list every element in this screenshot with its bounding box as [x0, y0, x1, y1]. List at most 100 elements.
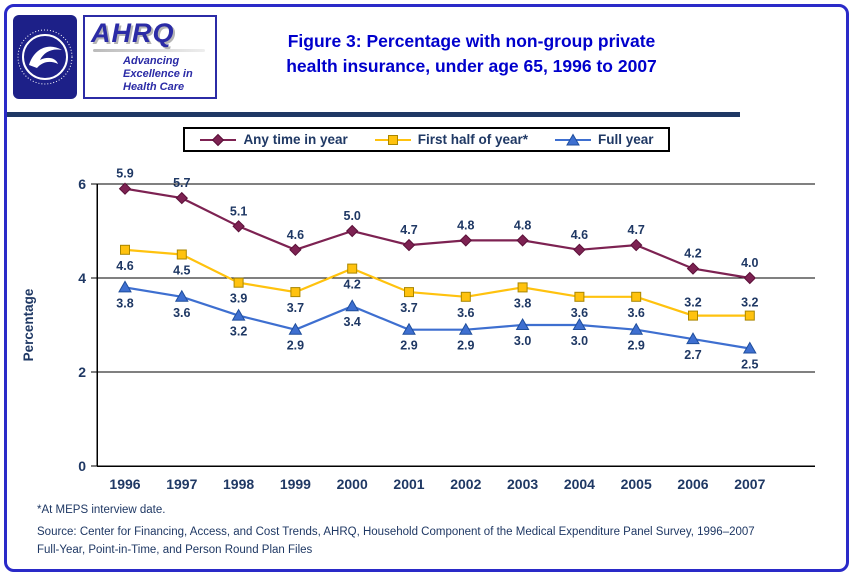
figure-title-line2: health insurance, under age 65, 1996 to …	[286, 55, 657, 76]
data-label: 2.9	[627, 339, 644, 353]
marker	[174, 289, 189, 302]
data-label: 4.0	[741, 256, 758, 270]
data-label: 3.2	[741, 296, 758, 310]
ahrq-tagline: Advancing Excellence in Health Care	[91, 55, 211, 94]
x-tick-label: 2006	[677, 476, 708, 492]
data-label: 2.7	[684, 348, 701, 362]
triangle-marker-icon	[555, 132, 592, 145]
ahrq-tagline-line: Health Care	[123, 80, 185, 93]
x-tick-label: 1996	[109, 476, 140, 492]
series-line-2	[124, 286, 750, 350]
marker	[460, 291, 471, 302]
footnotes: *At MEPS interview date. Source: Center …	[7, 494, 846, 559]
marker	[572, 243, 586, 257]
data-label: 3.7	[286, 301, 303, 315]
data-label: 2.9	[400, 339, 417, 353]
footnote-asterisk: *At MEPS interview date.	[37, 504, 166, 516]
source-line-2: Full-Year, Point-in-Time, and Person Rou…	[37, 543, 313, 556]
marker	[403, 287, 414, 298]
marker	[743, 271, 756, 285]
marker	[628, 322, 643, 335]
data-label: 2.9	[457, 339, 474, 353]
legend-item-any-time-in-year: Any time in year	[199, 132, 348, 147]
diamond-marker-icon	[200, 133, 237, 146]
data-label: 2.5	[741, 358, 758, 372]
data-label: 4.6	[116, 259, 133, 273]
header-divider	[7, 112, 740, 117]
y-tick-label: 2	[78, 364, 86, 380]
legend-label: First half of year*	[417, 132, 529, 147]
data-label: 4.6	[570, 228, 587, 242]
marker	[685, 332, 700, 345]
ahrq-logo: AHRQ Advancing Excellence in Health Care	[83, 15, 217, 99]
marker	[118, 182, 131, 195]
x-tick-label: 2002	[450, 476, 481, 492]
marker	[459, 234, 472, 247]
marker	[289, 287, 300, 298]
legend-label: Any time in year	[243, 132, 348, 147]
y-tick-label: 6	[78, 176, 86, 192]
y-tick-label: 4	[78, 270, 86, 286]
data-label: 3.0	[513, 334, 530, 348]
data-label: 4.2	[343, 278, 360, 292]
legend-item-first-half-of-year: First half of year*	[374, 132, 528, 147]
x-tick-label: 1999	[279, 476, 310, 492]
marker	[572, 317, 586, 330]
marker	[288, 243, 302, 257]
series-line-0	[124, 187, 750, 280]
ahrq-tagline-line: Advancing	[123, 55, 180, 67]
x-tick-label: 2003	[507, 476, 538, 492]
data-label: 3.7	[400, 301, 417, 315]
data-label: 4.8	[513, 218, 530, 232]
ahrq-acronym: AHRQ	[91, 18, 175, 48]
header: AHRQ Advancing Excellence in Health Care…	[7, 7, 846, 107]
marker	[573, 291, 584, 302]
ahrq-swoosh-icon	[93, 49, 205, 52]
marker	[344, 299, 359, 312]
data-label: 2.9	[286, 339, 303, 353]
data-label: 3.6	[627, 306, 644, 320]
x-tick-label: 2007	[734, 476, 765, 492]
marker	[345, 224, 358, 238]
marker	[458, 322, 473, 335]
marker	[742, 341, 757, 354]
x-tick-label: 2001	[393, 476, 424, 492]
chart-section: Any time in year First half of year* Ful…	[7, 127, 846, 494]
marker	[231, 220, 245, 233]
data-label: 3.6	[457, 306, 474, 320]
data-label: 4.5	[173, 264, 190, 278]
chart-legend: Any time in year First half of year* Ful…	[183, 127, 670, 152]
marker	[231, 308, 245, 321]
source-line-1: Source: Center for Financing, Access, an…	[37, 526, 755, 539]
legend-label: Full year	[598, 132, 654, 147]
data-label: 3.6	[173, 306, 190, 320]
data-label: 3.2	[229, 325, 246, 339]
x-tick-label: 2004	[563, 476, 594, 492]
ahrq-tagline-line: Excellence in	[123, 67, 193, 80]
data-label: 4.6	[286, 228, 303, 242]
marker	[686, 262, 699, 275]
logo-group: AHRQ Advancing Excellence in Health Care	[13, 15, 217, 99]
data-label: 5.9	[116, 167, 133, 181]
square-marker-icon	[374, 134, 411, 145]
marker	[515, 234, 529, 247]
marker	[401, 322, 416, 335]
marker	[515, 317, 529, 330]
marker	[175, 191, 188, 205]
data-label: 4.7	[627, 223, 644, 237]
x-tick-label: 2000	[336, 476, 367, 492]
data-label: 3.9	[229, 292, 246, 306]
marker	[233, 277, 244, 288]
data-label: 4.8	[457, 218, 474, 232]
data-label: 3.0	[570, 334, 587, 348]
y-axis-title: Percentage	[21, 288, 36, 361]
data-label: 3.6	[570, 306, 587, 320]
data-label: 3.8	[513, 296, 530, 310]
x-tick-label: 1998	[223, 476, 254, 492]
marker	[517, 282, 528, 293]
line-chart: 0 2 4 6 Percentage 1996 1997 1998 1999 2000 2001 20…	[21, 167, 815, 492]
marker	[687, 310, 698, 321]
hhs-eagle-icon	[17, 29, 73, 85]
marker	[119, 244, 130, 255]
marker	[402, 238, 415, 252]
